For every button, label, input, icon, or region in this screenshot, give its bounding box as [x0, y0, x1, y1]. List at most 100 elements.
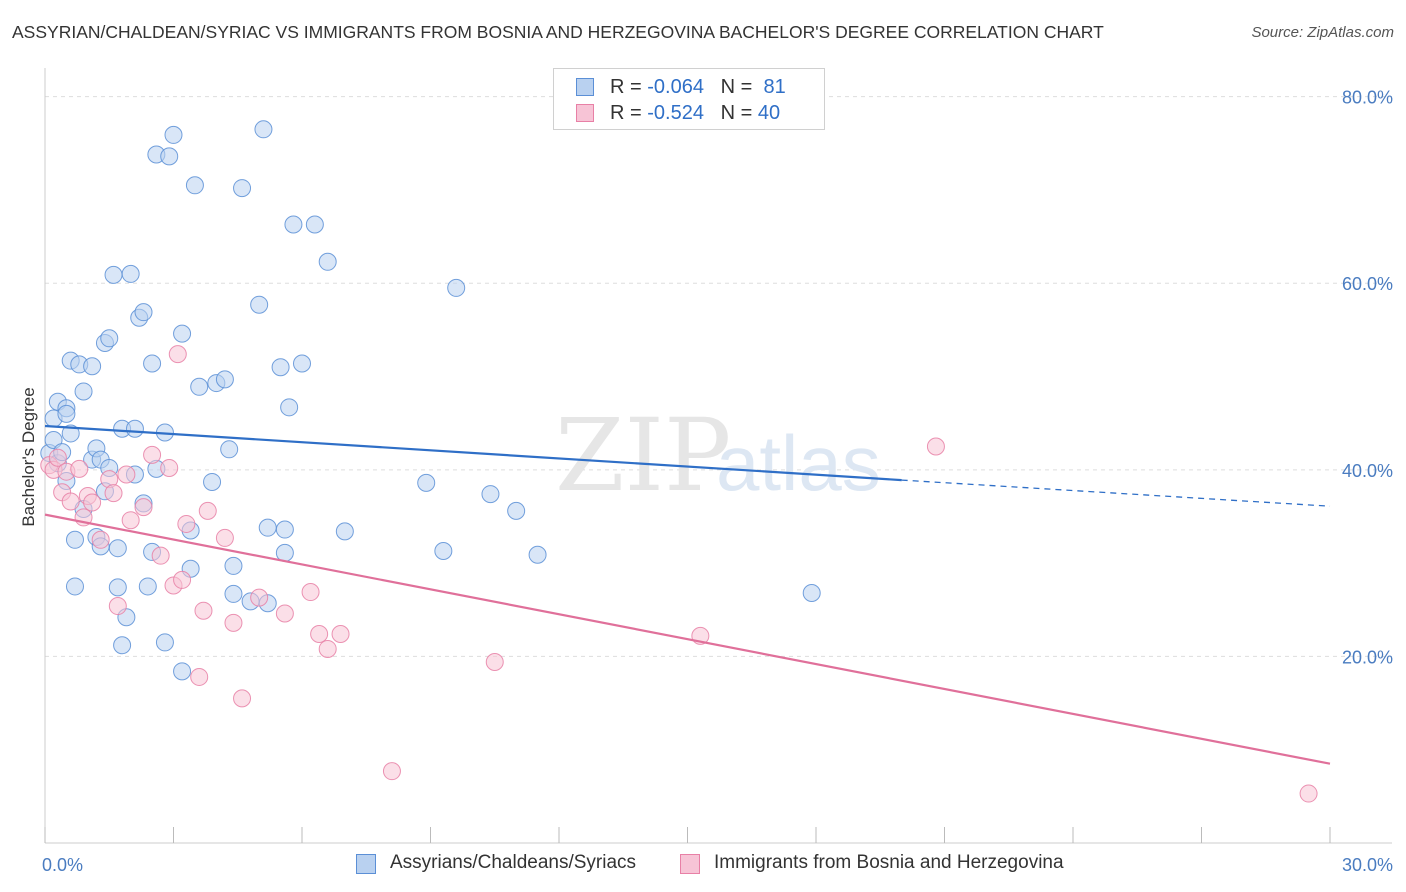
trend-line-bosnia — [44, 513, 1331, 765]
y-tick-label: 40.0% — [1342, 461, 1393, 481]
y-tick-label: 20.0% — [1342, 647, 1393, 667]
point-assyrians — [160, 147, 179, 166]
point-bosnia — [382, 762, 401, 781]
point-assyrians — [417, 473, 436, 492]
legend-swatch-pink — [680, 854, 700, 874]
point-assyrians — [65, 530, 84, 549]
point-bosnia — [151, 546, 170, 565]
legend-label-bosnia: Immigrants from Bosnia and Herzegovina — [714, 852, 1064, 873]
watermark: ZIP atlas — [555, 397, 881, 514]
point-bosnia — [318, 639, 337, 658]
point-assyrians — [220, 440, 239, 459]
legend-n-label: N = — [720, 76, 753, 98]
source-credit: Source: ZipAtlas.com — [1251, 24, 1394, 41]
point-assyrians — [250, 295, 269, 314]
point-assyrians — [275, 543, 294, 562]
point-assyrians — [74, 382, 93, 401]
point-bosnia — [310, 625, 329, 644]
y-tick-label: 80.0% — [1342, 88, 1393, 108]
point-assyrians — [284, 215, 303, 234]
point-assyrians — [104, 265, 123, 284]
point-assyrians — [173, 662, 192, 681]
point-bosnia — [177, 514, 196, 533]
point-bosnia — [250, 588, 269, 607]
legend-swatch-blue — [356, 854, 376, 874]
legend-n-label: N = — [720, 102, 753, 124]
point-assyrians — [305, 215, 324, 234]
point-assyrians — [318, 252, 337, 271]
point-bosnia — [233, 689, 252, 708]
series-bosnia-points — [40, 345, 1318, 803]
point-bosnia — [173, 570, 192, 589]
point-bosnia — [143, 445, 162, 464]
correlation-legend: R = -0.064 N = 81 R = -0.524 N = 40 — [553, 68, 825, 130]
point-bosnia — [48, 448, 67, 467]
trend-line-assyrians-extension — [901, 479, 1331, 507]
point-assyrians — [83, 357, 102, 376]
legend-r-label: R = — [610, 102, 642, 124]
x-tick-label: 30.0% — [1342, 855, 1393, 875]
legend-n-value: 40 — [757, 102, 781, 124]
point-bosnia — [117, 465, 136, 484]
legend-n-value: 81 — [763, 76, 786, 98]
point-assyrians — [65, 577, 84, 596]
point-assyrians — [275, 520, 294, 539]
point-bosnia — [108, 597, 127, 616]
point-assyrians — [100, 329, 119, 348]
point-assyrians — [113, 636, 132, 655]
point-assyrians — [224, 584, 243, 603]
point-bosnia — [198, 501, 217, 520]
point-assyrians — [434, 541, 453, 560]
legend-label-assyrians: Assyrians/Chaldeans/Syriacs — [390, 852, 637, 873]
point-bosnia — [134, 498, 153, 517]
chart-title: ASSYRIAN/CHALDEAN/SYRIAC VS IMMIGRANTS F… — [12, 22, 1104, 42]
point-assyrians — [190, 377, 209, 396]
point-assyrians — [138, 577, 157, 596]
point-assyrians — [528, 545, 547, 564]
point-bosnia — [104, 484, 123, 503]
point-bosnia — [301, 583, 320, 602]
point-assyrians — [271, 358, 290, 377]
point-bosnia — [194, 601, 213, 620]
point-assyrians — [108, 539, 127, 558]
x-tick-label: 0.0% — [42, 855, 83, 875]
point-assyrians — [173, 324, 192, 343]
point-bosnia — [83, 493, 102, 512]
series-legend: Assyrians/Chaldeans/Syriacs Immigrants f… — [0, 852, 1406, 878]
tick-labels: 20.0% 40.0% 60.0% 80.0% 0.0% 30.0% — [42, 88, 1393, 875]
point-bosnia — [91, 530, 110, 549]
trend-lines — [44, 424, 1331, 765]
point-assyrians — [215, 370, 234, 389]
point-assyrians — [447, 278, 466, 297]
point-assyrians — [507, 501, 526, 520]
legend-r-label: R = — [610, 76, 642, 98]
point-assyrians — [203, 472, 222, 491]
point-bosnia — [70, 459, 89, 478]
point-assyrians — [125, 419, 144, 438]
legend-swatch-blue — [576, 78, 594, 96]
legend-r-value: -0.524 — [647, 102, 704, 124]
y-axis-label: Bachelor's Degree — [19, 387, 38, 526]
trend-line-assyrians — [44, 424, 902, 482]
watermark-zip: ZIP — [555, 397, 731, 514]
point-bosnia — [215, 528, 234, 547]
point-bosnia — [926, 437, 945, 456]
point-bosnia — [190, 667, 209, 686]
point-assyrians — [121, 264, 140, 283]
point-bosnia — [168, 345, 187, 364]
point-assyrians — [143, 354, 162, 373]
point-assyrians — [108, 578, 127, 597]
legend-r-value: -0.064 — [647, 76, 704, 98]
point-assyrians — [155, 633, 174, 652]
point-assyrians — [233, 179, 252, 198]
point-assyrians — [134, 303, 153, 322]
point-bosnia — [160, 458, 179, 477]
grid-lines — [45, 96, 1392, 657]
point-assyrians — [293, 354, 311, 373]
point-assyrians — [224, 556, 243, 575]
point-bosnia — [121, 511, 140, 530]
watermark-atlas: atlas — [716, 419, 881, 507]
point-bosnia — [224, 613, 243, 632]
point-assyrians — [802, 583, 821, 602]
